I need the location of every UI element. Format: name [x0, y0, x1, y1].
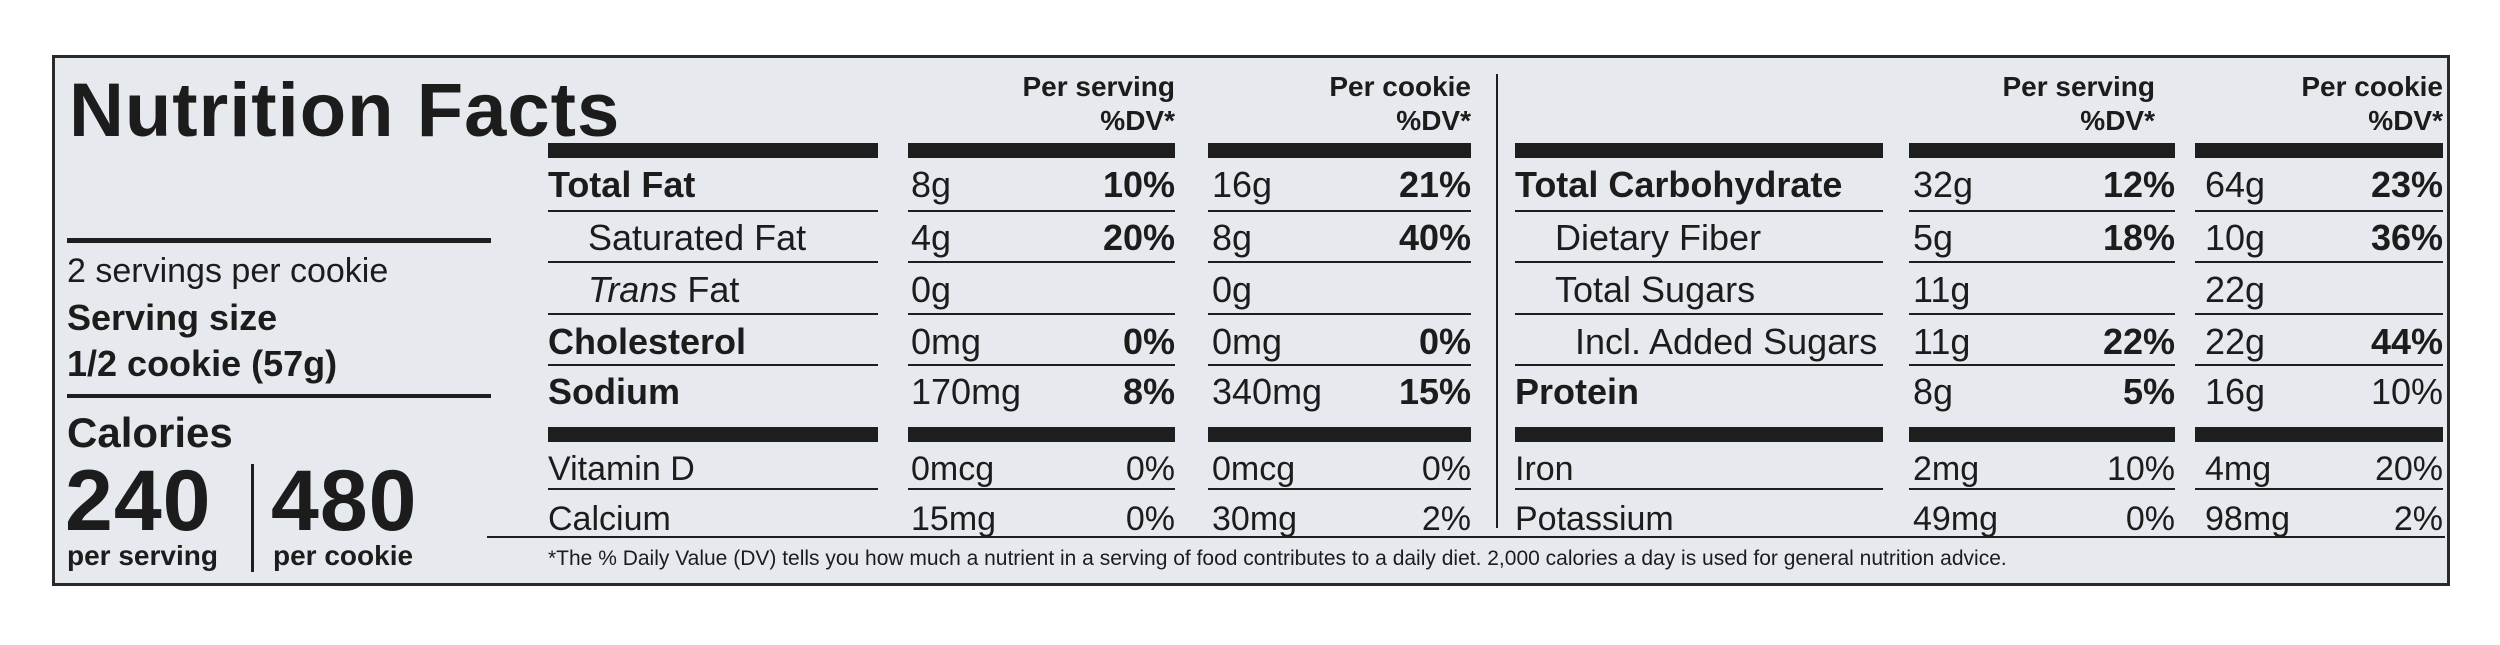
nutrition-label: Nutrition Facts 2 servings per cookie Se…	[52, 55, 2450, 586]
calories-label: Calories	[67, 409, 233, 456]
serving-size-value: 1/2 cookie (57g)	[67, 343, 338, 384]
nutrient-saturated-fat: Saturated Fat	[588, 217, 807, 258]
thick-bar	[548, 427, 878, 442]
nutrient-calcium: Calcium	[548, 500, 671, 538]
header-per-cookie-left: Per cookie %DV*	[1329, 71, 1471, 136]
nutrient-added-sugars: Incl. Added Sugars	[1575, 321, 1878, 362]
serving-size-label: Serving size	[67, 297, 278, 338]
nutrient-vitamin-d: Vitamin D	[548, 450, 695, 488]
thick-bar	[2195, 143, 2443, 158]
thick-bar	[1208, 143, 1471, 158]
thick-bar	[1208, 427, 1471, 442]
nutrient-iron: Iron	[1515, 450, 1574, 488]
thick-bar	[1515, 427, 1883, 442]
thick-bar	[908, 427, 1175, 442]
thick-bar	[548, 143, 878, 158]
calories-per-cookie-label: per cookie	[273, 540, 414, 571]
divider	[67, 238, 491, 243]
thick-bar	[1515, 143, 1883, 158]
thick-bar	[908, 143, 1175, 158]
header-per-cookie-right: Per cookie %DV*	[2301, 71, 2443, 136]
calories-per-cookie: 480	[271, 453, 418, 549]
divider	[487, 536, 2445, 538]
servings-per-container: 2 servings per cookie	[67, 252, 389, 290]
nutrient-total-sugars: Total Sugars	[1555, 269, 1756, 310]
nutrient-trans-fat: Trans Fat	[588, 269, 740, 310]
header-per-serving-left: Per serving %DV*	[1022, 71, 1175, 136]
label-title: Nutrition Facts	[69, 68, 621, 153]
column-divider	[1496, 74, 1498, 528]
nutrient-potassium: Potassium	[1515, 500, 1674, 538]
header-per-serving-right: Per serving %DV*	[2002, 71, 2155, 136]
thick-bar	[2195, 427, 2443, 442]
calories-per-serving-label: per serving	[67, 540, 218, 571]
nutrient-sodium: Sodium	[548, 371, 680, 412]
nutrient-total-fat: Total Fat	[548, 164, 696, 205]
nutrient-dietary-fiber: Dietary Fiber	[1555, 217, 1762, 258]
footnote: *The % Daily Value (DV) tells you how mu…	[548, 547, 2007, 570]
calories-divider	[251, 464, 254, 572]
divider	[67, 394, 491, 398]
nutrient-protein: Protein	[1515, 371, 1640, 412]
calories-per-serving: 240	[65, 453, 212, 549]
thick-bar	[1909, 143, 2175, 158]
nutrient-total-carbohydrate: Total Carbohydrate	[1515, 164, 1843, 205]
nutrient-cholesterol: Cholesterol	[548, 321, 747, 362]
thick-bar	[1909, 427, 2175, 442]
